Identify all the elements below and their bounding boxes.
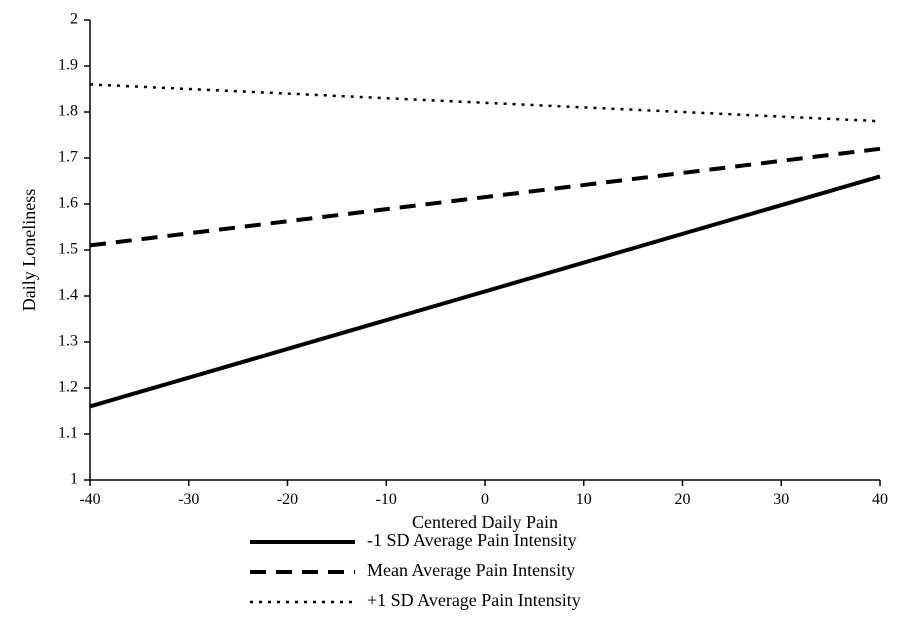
y-tick-label: 1.2: [58, 379, 78, 396]
series-mean: [90, 149, 880, 246]
y-tick-label: 1.1: [58, 425, 78, 442]
legend-label-plus1sd: +1 SD Average Pain Intensity: [367, 590, 581, 610]
legend-label-minus1sd: -1 SD Average Pain Intensity: [367, 530, 577, 550]
y-tick-label: 1.3: [58, 333, 78, 350]
legend-label-mean: Mean Average Pain Intensity: [367, 560, 575, 580]
x-tick-label: 10: [576, 491, 592, 508]
series-minus1sd: [90, 176, 880, 406]
x-tick-label: -10: [376, 491, 397, 508]
x-axis-label: Centered Daily Pain: [412, 512, 558, 532]
x-tick-label: 20: [675, 491, 691, 508]
legend: -1 SD Average Pain Intensity Mean Average…: [250, 530, 581, 610]
axes: 1 1.1 1.2 1.3 1.4 1.5 1.6 1.7 1.8 1.9 2 -40 -30 -20 -1…: [19, 11, 888, 532]
y-tick-label: 1.5: [58, 241, 78, 258]
line-chart: 1 1.1 1.2 1.3 1.4 1.5 1.6 1.7 1.8 1.9 2 -40 -30 -20 -1…: [0, 0, 921, 638]
x-tick-label: -20: [277, 491, 298, 508]
y-axis-label: Daily Loneliness: [19, 189, 39, 311]
y-tick-label: 1: [70, 471, 78, 488]
x-tick-label: -30: [178, 491, 199, 508]
y-tick-label: 1.8: [58, 103, 78, 120]
y-tick-label: 1.9: [58, 57, 78, 74]
y-tick-label: 1.6: [58, 195, 78, 212]
x-tick-label: -40: [79, 491, 100, 508]
x-tick-label: 0: [481, 491, 489, 508]
series-group: [90, 84, 880, 406]
chart-svg: 1 1.1 1.2 1.3 1.4 1.5 1.6 1.7 1.8 1.9 2 -40 -30 -20 -1…: [0, 0, 921, 638]
x-tick-label: 40: [872, 491, 888, 508]
y-tick-label: 2: [70, 11, 78, 28]
series-plus1sd: [90, 84, 880, 121]
y-tick-label: 1.7: [58, 149, 78, 166]
x-tick-label: 30: [773, 491, 789, 508]
y-tick-label: 1.4: [58, 287, 78, 304]
